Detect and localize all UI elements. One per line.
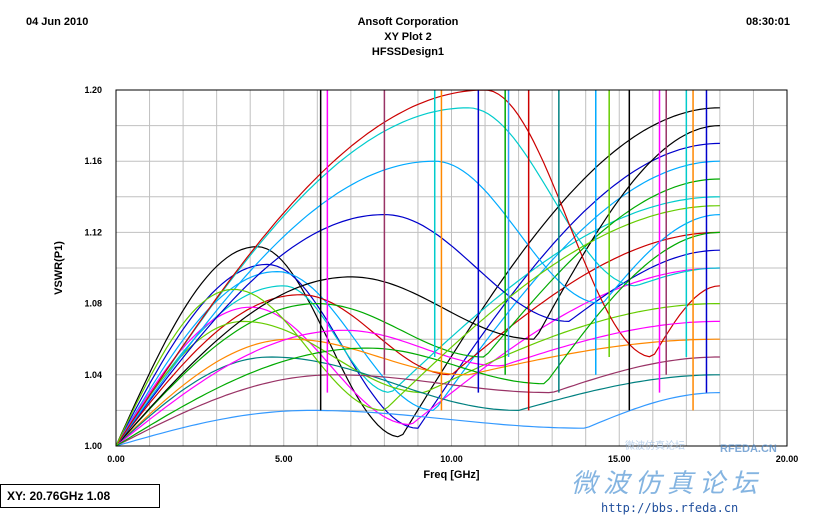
x-tick-label: 20.00 (776, 454, 799, 464)
vswr-curve (116, 90, 720, 446)
y-tick-label: 1.20 (84, 85, 102, 95)
watermark-cn-top: 微波仿真论坛 (625, 441, 685, 452)
y-tick-label: 1.04 (84, 370, 102, 380)
vswr-curve (116, 356, 720, 446)
watermark-logo: RFEDA.CN (720, 443, 777, 455)
vswr-curve (116, 231, 720, 446)
vswr-curve (116, 178, 720, 446)
y-tick-label: 1.08 (84, 299, 102, 309)
plot-time: 08:30:01 (745, 16, 790, 28)
x-tick-label: 0.00 (107, 454, 125, 464)
watermark: 微波仿真论坛 RFEDA.CN 微波仿真论坛 http://bbs.rfeda.… (565, 437, 815, 523)
cursor-readout: XY: 20.76GHz 1.08 (0, 484, 160, 508)
plot-curves (116, 90, 720, 446)
resonance-spikes (319, 90, 708, 411)
y-tick-label: 1.00 (84, 441, 102, 451)
design-name: HFSSDesign1 (371, 46, 445, 58)
plot-date: 04 Jun 2010 (26, 16, 89, 28)
vswr-curve (116, 213, 720, 446)
vswr-curve (116, 231, 720, 446)
y-tick-label: 1.12 (84, 227, 102, 237)
axis-ticks: 0.00 5.00 10.00 15.00 20.00 1.00 1.04 1.08 1.12 1… (84, 85, 798, 464)
x-tick-label: 15.00 (608, 454, 631, 464)
watermark-url: http://bbs.rfeda.cn (601, 501, 739, 515)
vswr-curve (116, 107, 720, 446)
vswr-curve (116, 356, 720, 446)
vswr-curve (116, 125, 720, 446)
y-axis-label: VSWR(P1) (53, 241, 65, 295)
watermark-title: 微波仿真论坛 (571, 469, 764, 499)
vswr-curve (116, 142, 720, 446)
vswr-curve (116, 320, 720, 446)
vswr-curve (116, 338, 720, 446)
vswr-curve (116, 205, 720, 446)
y-tick-label: 1.16 (84, 156, 102, 166)
vswr-curve (116, 392, 720, 446)
x-tick-label: 10.00 (440, 454, 463, 464)
x-tick-label: 5.00 (275, 454, 293, 464)
vswr-curve (116, 303, 720, 446)
vswr-curve (116, 160, 720, 446)
company-name: Ansoft Corporation (357, 16, 459, 28)
x-axis-label: Freq [GHz] (423, 469, 480, 481)
plot-frame (115, 89, 788, 447)
vswr-curve (116, 107, 720, 446)
plot-title: XY Plot 2 (384, 31, 432, 43)
